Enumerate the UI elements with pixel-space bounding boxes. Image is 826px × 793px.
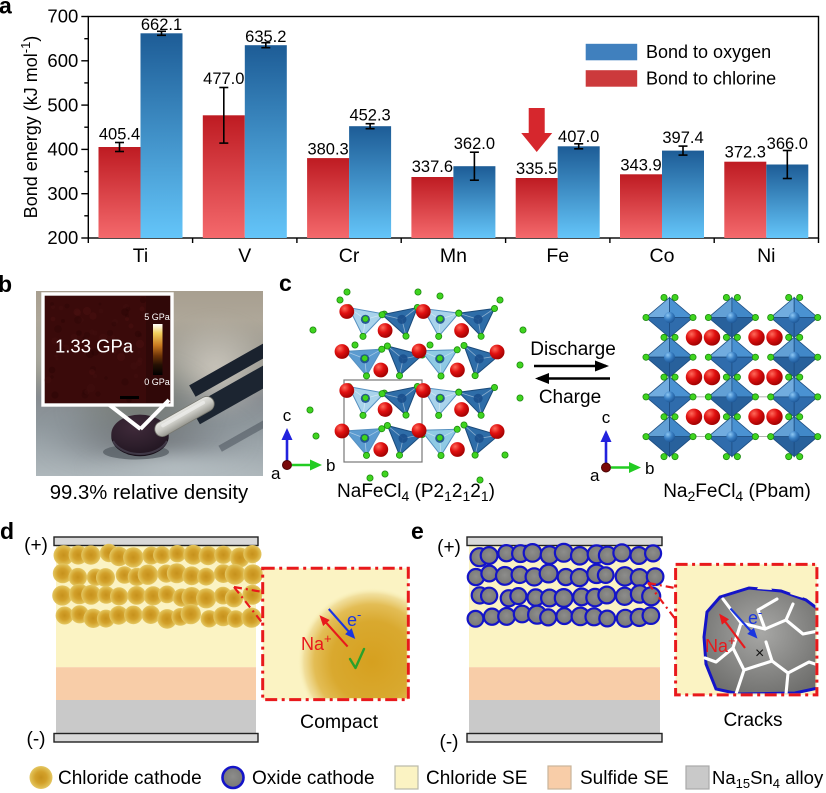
svg-text:Mn: Mn bbox=[440, 245, 467, 267]
svg-text:Charge: Charge bbox=[539, 387, 601, 408]
svg-text:c: c bbox=[279, 270, 292, 296]
svg-text:Bond energy (kJ mol-1): Bond energy (kJ mol-1) bbox=[18, 36, 42, 219]
svg-text:0 GPa: 0 GPa bbox=[144, 377, 170, 387]
svg-text:Chloride cathode: Chloride cathode bbox=[58, 768, 202, 789]
svg-text:Bond to chlorine: Bond to chlorine bbox=[646, 69, 776, 89]
svg-text:343.9: 343.9 bbox=[620, 156, 661, 174]
svg-text:366.0: 366.0 bbox=[767, 135, 808, 153]
svg-text:700: 700 bbox=[47, 6, 78, 27]
svg-text:Bond to oxygen: Bond to oxygen bbox=[646, 42, 771, 62]
svg-text:Compact: Compact bbox=[300, 711, 379, 733]
svg-text:635.2: 635.2 bbox=[245, 28, 286, 46]
svg-text:405.4: 405.4 bbox=[99, 126, 140, 144]
svg-text:Cr: Cr bbox=[339, 245, 360, 267]
svg-text:662.1: 662.1 bbox=[141, 16, 182, 34]
svg-text:Sulfide SE: Sulfide SE bbox=[580, 768, 669, 789]
svg-text:200: 200 bbox=[47, 227, 78, 248]
svg-text:b: b bbox=[326, 456, 335, 475]
svg-text:a: a bbox=[0, 0, 12, 19]
svg-text:c: c bbox=[602, 408, 611, 427]
svg-text:a: a bbox=[271, 464, 281, 483]
svg-text:×: × bbox=[755, 645, 764, 662]
svg-text:(-): (-) bbox=[27, 729, 46, 750]
svg-text:477.0: 477.0 bbox=[203, 70, 244, 88]
svg-text:Cracks: Cracks bbox=[723, 710, 782, 731]
svg-text:362.0: 362.0 bbox=[454, 135, 495, 153]
svg-text:500: 500 bbox=[47, 94, 78, 115]
svg-text:337.6: 337.6 bbox=[412, 158, 453, 176]
svg-text:Co: Co bbox=[650, 245, 675, 267]
svg-text:Ti: Ti bbox=[133, 245, 149, 267]
svg-text:Chloride SE: Chloride SE bbox=[426, 768, 527, 789]
svg-text:452.3: 452.3 bbox=[349, 107, 390, 125]
svg-text:Fe: Fe bbox=[546, 245, 569, 267]
svg-text:600: 600 bbox=[47, 50, 78, 71]
svg-text:Na2FeCl4 (Pbam): Na2FeCl4 (Pbam) bbox=[663, 481, 811, 504]
svg-text:c: c bbox=[283, 406, 292, 425]
svg-text:e: e bbox=[411, 518, 424, 544]
svg-text:NaFeCl4 (P212121): NaFeCl4 (P212121) bbox=[337, 481, 495, 504]
svg-text:372.3: 372.3 bbox=[725, 144, 766, 162]
svg-text:Discharge: Discharge bbox=[530, 339, 616, 360]
svg-text:d: d bbox=[0, 518, 14, 544]
svg-text:397.4: 397.4 bbox=[662, 129, 703, 147]
svg-text:(+): (+) bbox=[24, 535, 48, 556]
svg-text:380.3: 380.3 bbox=[307, 141, 348, 159]
svg-text:400: 400 bbox=[47, 139, 78, 160]
svg-text:V: V bbox=[238, 245, 251, 267]
svg-text:Ni: Ni bbox=[757, 245, 775, 267]
svg-text:Na15Sn4 alloy: Na15Sn4 alloy bbox=[712, 767, 824, 791]
svg-text:(+): (+) bbox=[437, 537, 461, 558]
svg-text:Oxide cathode: Oxide cathode bbox=[252, 768, 375, 789]
svg-text:1.33 GPa: 1.33 GPa bbox=[55, 336, 134, 357]
svg-text:407.0: 407.0 bbox=[558, 128, 599, 146]
svg-text:b: b bbox=[645, 459, 654, 478]
svg-text:(-): (-) bbox=[440, 732, 459, 753]
svg-text:335.5: 335.5 bbox=[516, 160, 557, 178]
svg-text:a: a bbox=[590, 466, 600, 485]
svg-text:Na+: Na+ bbox=[301, 631, 332, 655]
svg-text:Na+: Na+ bbox=[705, 633, 736, 657]
svg-text:300: 300 bbox=[47, 183, 78, 204]
svg-text:5 GPa: 5 GPa bbox=[144, 312, 170, 322]
